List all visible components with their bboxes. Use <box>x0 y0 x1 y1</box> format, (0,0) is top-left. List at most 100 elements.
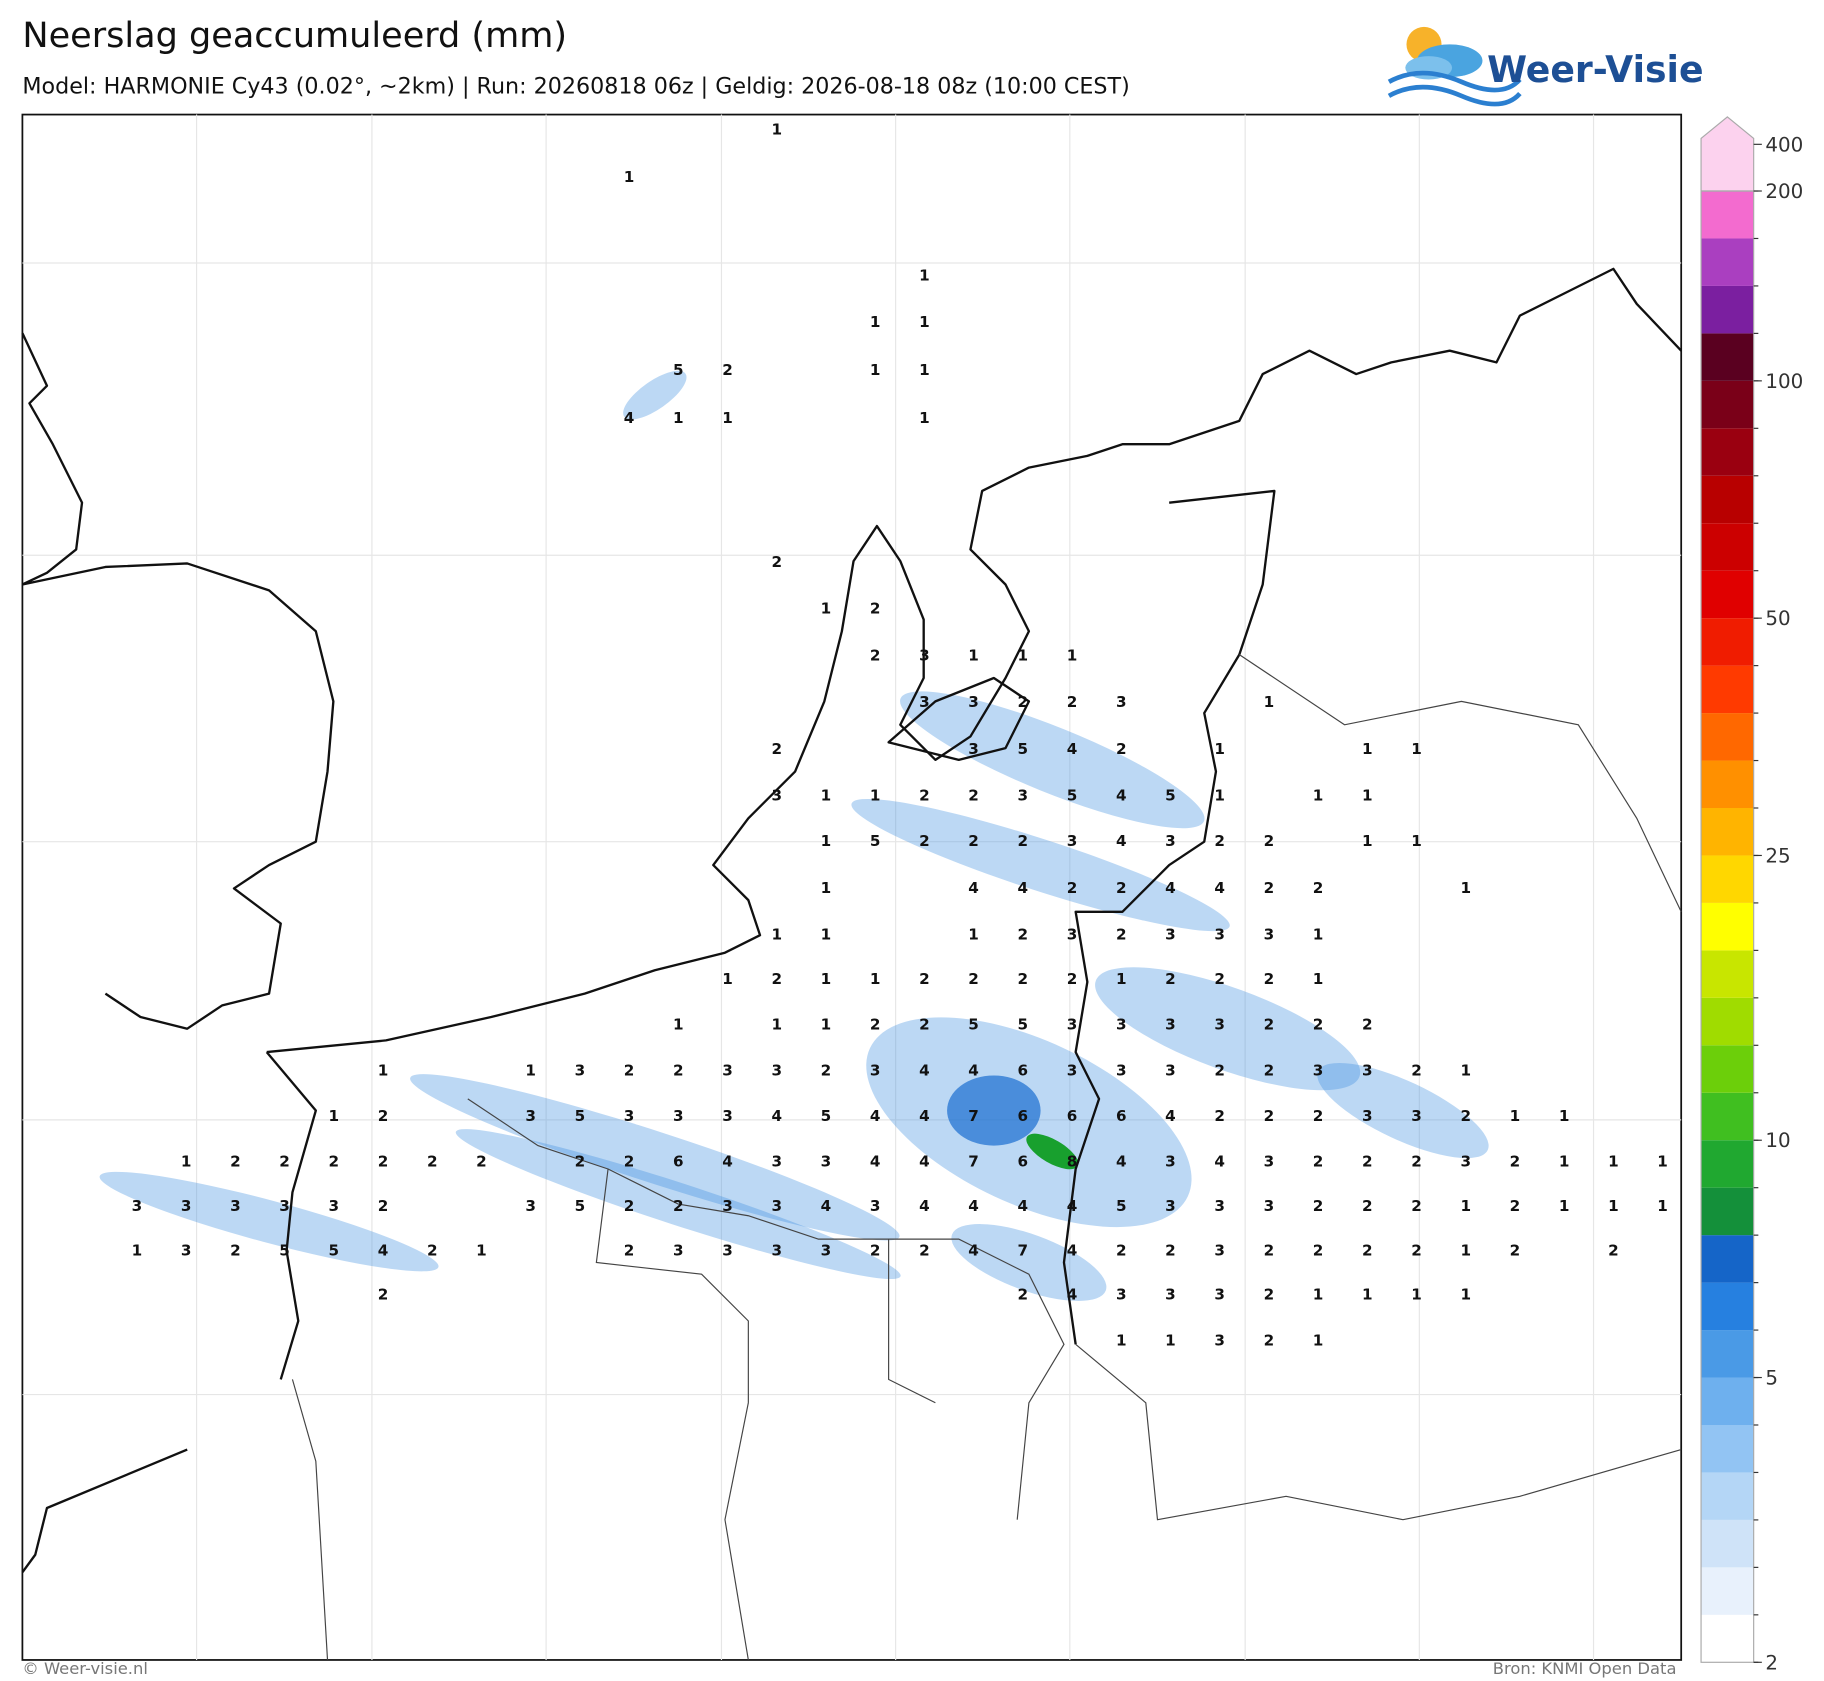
border <box>291 654 1682 1661</box>
grid-value: 5 <box>329 1241 340 1259</box>
grid-value: 3 <box>624 1107 635 1125</box>
grid-value: 3 <box>1067 1016 1078 1034</box>
grid-value: 3 <box>1165 1061 1176 1079</box>
grid-value: 2 <box>378 1286 389 1304</box>
grid-value: 3 <box>722 1241 733 1259</box>
grid-value: 3 <box>1214 1331 1225 1349</box>
grid-value: 2 <box>1313 879 1324 897</box>
grid-value: 3 <box>673 1241 684 1259</box>
grid-value: 1 <box>673 1016 684 1034</box>
grid-value: 2 <box>1018 970 1029 988</box>
grid-value: 3 <box>1460 1152 1471 1170</box>
grid-value: 1 <box>1559 1107 1570 1125</box>
grid-value: 1 <box>1264 693 1275 711</box>
grid-value: 2 <box>1264 970 1275 988</box>
grid-value: 1 <box>1313 787 1324 805</box>
grid-value: 2 <box>1067 879 1078 897</box>
colorbar-band <box>1701 1330 1754 1378</box>
grid-value: 2 <box>1214 1061 1225 1079</box>
grid-value: 3 <box>968 740 979 758</box>
grid-value: 1 <box>1657 1197 1668 1215</box>
grid-value: 3 <box>1264 1197 1275 1215</box>
grid-value: 1 <box>181 1152 192 1170</box>
grid-value: 1 <box>1214 740 1225 758</box>
grid-value: 2 <box>1116 1241 1127 1259</box>
grid-value: 2 <box>1264 1241 1275 1259</box>
grid-value: 1 <box>1460 879 1471 897</box>
grid-value: 1 <box>919 361 930 379</box>
grid-value: 1 <box>525 1061 536 1079</box>
grid-value: 3 <box>1214 926 1225 944</box>
grid-value: 2 <box>1510 1241 1521 1259</box>
grid-value: 3 <box>1116 1286 1127 1304</box>
grid-value: 1 <box>1460 1286 1471 1304</box>
grid-value: 6 <box>1018 1152 1029 1170</box>
grid-value: 4 <box>1116 832 1127 850</box>
colorbar-band <box>1701 523 1754 571</box>
grid-value: 2 <box>1362 1197 1373 1215</box>
heavy-precip <box>947 1075 1041 1146</box>
grid-value: 1 <box>771 120 782 138</box>
grid-value: 1 <box>1608 1152 1619 1170</box>
grid-value: 1 <box>1411 740 1422 758</box>
grid-value: 4 <box>771 1107 782 1125</box>
grid-value: 1 <box>968 646 979 664</box>
grid-value: 1 <box>1608 1197 1619 1215</box>
grid-value: 4 <box>821 1197 832 1215</box>
grid-value: 3 <box>1116 1016 1127 1034</box>
grid-value: 2 <box>919 1016 930 1034</box>
grid-value: 3 <box>771 1152 782 1170</box>
grid-value: 2 <box>870 600 881 618</box>
grid-value: 1 <box>968 926 979 944</box>
grid-value: 1 <box>821 787 832 805</box>
heavy-precip <box>1026 1133 1079 1170</box>
grid-value: 2 <box>1264 1331 1275 1349</box>
grid-value: 3 <box>1165 1152 1176 1170</box>
grid-value: 3 <box>1018 787 1029 805</box>
grid-value: 1 <box>132 1241 143 1259</box>
grid-value: 2 <box>230 1241 241 1259</box>
grid-value: 2 <box>1067 970 1078 988</box>
grid-value: 3 <box>1362 1061 1373 1079</box>
grid-value: 2 <box>1116 926 1127 944</box>
grid-value: 2 <box>1362 1152 1373 1170</box>
subtitle: Model: HARMONIE Cy43 (0.02°, ~2km) | Run… <box>22 74 1129 100</box>
grid-value: 4 <box>1067 1197 1078 1215</box>
grid-value: 4 <box>919 1152 930 1170</box>
grid-value: 1 <box>821 600 832 618</box>
grid-value: 3 <box>722 1061 733 1079</box>
grid-value: 3 <box>329 1197 340 1215</box>
grid-value: 2 <box>771 553 782 571</box>
grid-value: 2 <box>1264 1286 1275 1304</box>
grid-value: 3 <box>525 1107 536 1125</box>
grid-value: 4 <box>919 1197 930 1215</box>
grid-value: 4 <box>1116 787 1127 805</box>
grid-value: 5 <box>575 1107 586 1125</box>
grid-value: 5 <box>673 361 684 379</box>
grid-value: 3 <box>1313 1061 1324 1079</box>
grid-value: 1 <box>870 970 881 988</box>
grid-value: 1 <box>624 168 635 186</box>
grid-value: 4 <box>968 1197 979 1215</box>
grid-value: 2 <box>821 1061 832 1079</box>
grid-value: 1 <box>1460 1241 1471 1259</box>
grid-value: 3 <box>525 1197 536 1215</box>
grid-value: 2 <box>1510 1152 1521 1170</box>
grid-value: 2 <box>968 787 979 805</box>
grid-value: 2 <box>378 1107 389 1125</box>
colorbar-band <box>1701 428 1754 476</box>
grid-value: 1 <box>1214 787 1225 805</box>
grid-value: 3 <box>1214 1016 1225 1034</box>
colorbar-label: 100 <box>1765 370 1803 393</box>
grid-value: 6 <box>1018 1107 1029 1125</box>
colorbar-band <box>1701 950 1754 998</box>
grid-value: 2 <box>1313 1197 1324 1215</box>
colorbar-band <box>1701 808 1754 856</box>
grid-value: 3 <box>1116 1061 1127 1079</box>
grid-value: 1 <box>1411 832 1422 850</box>
grid-value: 3 <box>968 693 979 711</box>
grid-value: 3 <box>1165 926 1176 944</box>
colorbar-band <box>1701 1614 1754 1663</box>
colorbar-band <box>1701 1140 1754 1188</box>
